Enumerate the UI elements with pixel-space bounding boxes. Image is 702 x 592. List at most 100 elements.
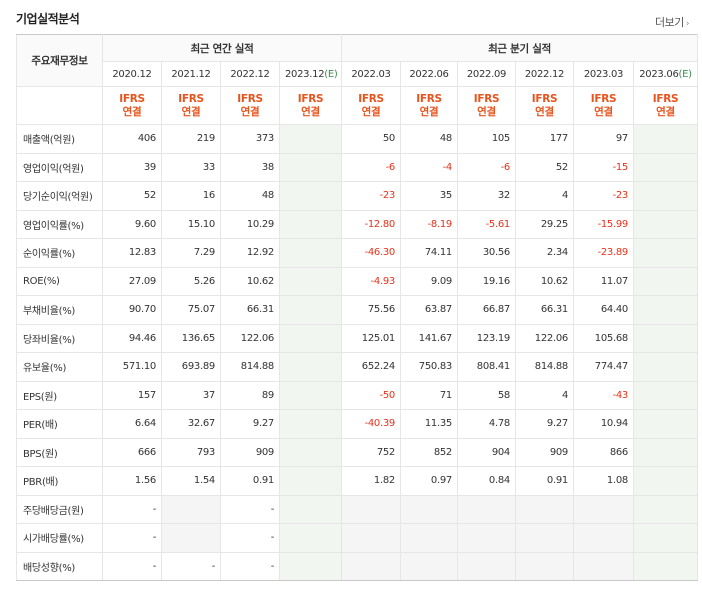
table-cell: 50 (341, 124, 401, 154)
table-cell (400, 523, 458, 553)
basis-standard: IFRS (297, 92, 324, 105)
period-header: 2022.03 (341, 61, 401, 87)
basis-header: IFRS 연결 (457, 86, 516, 125)
table-cell (161, 494, 221, 524)
basis-header: IFRS 연결 (515, 86, 574, 125)
basis-standard: IFRS (358, 92, 384, 105)
table-cell: -8.19 (400, 209, 458, 239)
table-row: EPS(원) 157 37 89 -50 71 58 4 -43 (16, 380, 698, 410)
period-label: 2022.03 (351, 68, 391, 80)
table-row: 매출액(억원) 406 219 373 50 48 105 177 97 (16, 124, 698, 154)
basis-consolidated: 연결 (181, 105, 201, 118)
row-label: 유보율(%) (16, 352, 103, 382)
table-cell: 32 (457, 181, 516, 211)
period-label: 2020.12 (112, 68, 152, 80)
basis-consolidated: 연결 (419, 105, 439, 118)
table-cell (633, 152, 698, 182)
table-cell: 1.82 (341, 466, 401, 496)
table-row: 유보율(%) 571.10 693.89 814.88 652.24 750.83 808.… (16, 352, 698, 382)
table-cell (515, 523, 574, 553)
table-cell: 66.87 (457, 295, 516, 325)
basis-header: IFRS 연결 (633, 86, 698, 125)
table-cell: 9.60 (102, 209, 162, 239)
table-cell: 105 (457, 124, 516, 154)
table-cell (279, 352, 342, 382)
table-cell: -23 (341, 181, 401, 211)
table-cell: 4.78 (457, 409, 516, 439)
table-cell: 866 (573, 437, 634, 467)
table-cell (573, 551, 634, 581)
table-cell (633, 437, 698, 467)
row-label: 당기순이익(억원) (16, 181, 103, 211)
table-cell (279, 437, 342, 467)
table-cell: 123.19 (457, 323, 516, 353)
table-cell: 15.10 (161, 209, 221, 239)
table-cell (633, 523, 698, 553)
period-header: 2023.03 (573, 61, 634, 87)
period-label: 2022.06 (409, 68, 449, 80)
table-cell: 9.09 (400, 266, 458, 296)
basis-standard: IFRS (590, 92, 617, 105)
row-label: 순이익률(%) (16, 238, 103, 268)
table-cell (573, 494, 634, 524)
basis-consolidated: 연결 (656, 105, 675, 118)
table-cell (341, 551, 401, 581)
basis-consolidated: 연결 (122, 105, 142, 118)
table-cell (400, 494, 458, 524)
table-cell: 0.91 (515, 466, 574, 496)
table-cell: 750.83 (400, 352, 458, 382)
table-cell: 97 (573, 124, 634, 154)
basis-header: IFRS 연결 (161, 86, 221, 125)
table-cell (633, 409, 698, 439)
table-cell: 66.31 (220, 295, 280, 325)
period-header: 2020.12 (102, 61, 162, 87)
period-label: 2023.06 (639, 68, 679, 80)
table-cell: 10.29 (220, 209, 280, 239)
table-cell: 19.16 (457, 266, 516, 296)
table-cell: 373 (220, 124, 280, 154)
table-cell: 64.40 (573, 295, 634, 325)
table-cell: - (102, 551, 162, 581)
period-header: 2022.06 (400, 61, 458, 87)
period-label: 2022.12 (230, 68, 270, 80)
table-cell (633, 209, 698, 239)
table-cell: 793 (161, 437, 221, 467)
period-header: 2023.12(E) (279, 61, 342, 87)
period-header: 2022.12 (515, 61, 574, 87)
table-cell (279, 494, 342, 524)
table-cell: 9.27 (220, 409, 280, 439)
table-cell: 157 (102, 380, 162, 410)
table-cell: 1.08 (573, 466, 634, 496)
more-link-label[interactable]: 더보기 (655, 16, 684, 29)
table-cell: -23.89 (573, 238, 634, 268)
basis-consolidated: 연결 (301, 105, 320, 118)
table-row: 영업이익률(%) 9.60 15.10 10.29 -12.80 -8.19 -5.61 29… (16, 209, 698, 239)
table-cell: 7.29 (161, 238, 221, 268)
period-label: 2021.12 (171, 68, 211, 80)
table-cell: 125.01 (341, 323, 401, 353)
table-cell: 74.11 (400, 238, 458, 268)
basis-consolidated: 연결 (240, 105, 260, 118)
table-cell: 808.41 (457, 352, 516, 382)
table-cell: 693.89 (161, 352, 221, 382)
table-cell: 0.91 (220, 466, 280, 496)
row-label: 부채비율(%) (16, 295, 103, 325)
table-row: 배당성향(%) - - - (16, 551, 698, 581)
basis-consolidated: 연결 (477, 105, 496, 118)
table-cell: - (220, 523, 280, 553)
table-cell: 6.64 (102, 409, 162, 439)
table-cell (341, 523, 401, 553)
table-row: PER(배) 6.64 32.67 9.27 -40.39 11.35 4.78 9.27 10… (16, 409, 698, 439)
estimate-marker: (E) (678, 68, 693, 80)
table-row: 부채비율(%) 90.70 75.07 66.31 75.56 63.87 66.87 66.… (16, 295, 698, 325)
group-header-annual: 최근 연간 실적 (102, 34, 342, 62)
more-link[interactable]: 더보기 › (655, 14, 690, 30)
period-header: 2022.09 (457, 61, 516, 87)
table-cell: 48 (220, 181, 280, 211)
table-cell: 37 (161, 380, 221, 410)
table-cell: - (161, 551, 221, 581)
table-cell: 11.07 (573, 266, 634, 296)
table-cell: 33 (161, 152, 221, 182)
financial-summary-table: 주요재무정보 최근 연간 실적 최근 분기 실적 2020.12 2021.12 2… (16, 34, 698, 581)
table-cell: 0.84 (457, 466, 516, 496)
